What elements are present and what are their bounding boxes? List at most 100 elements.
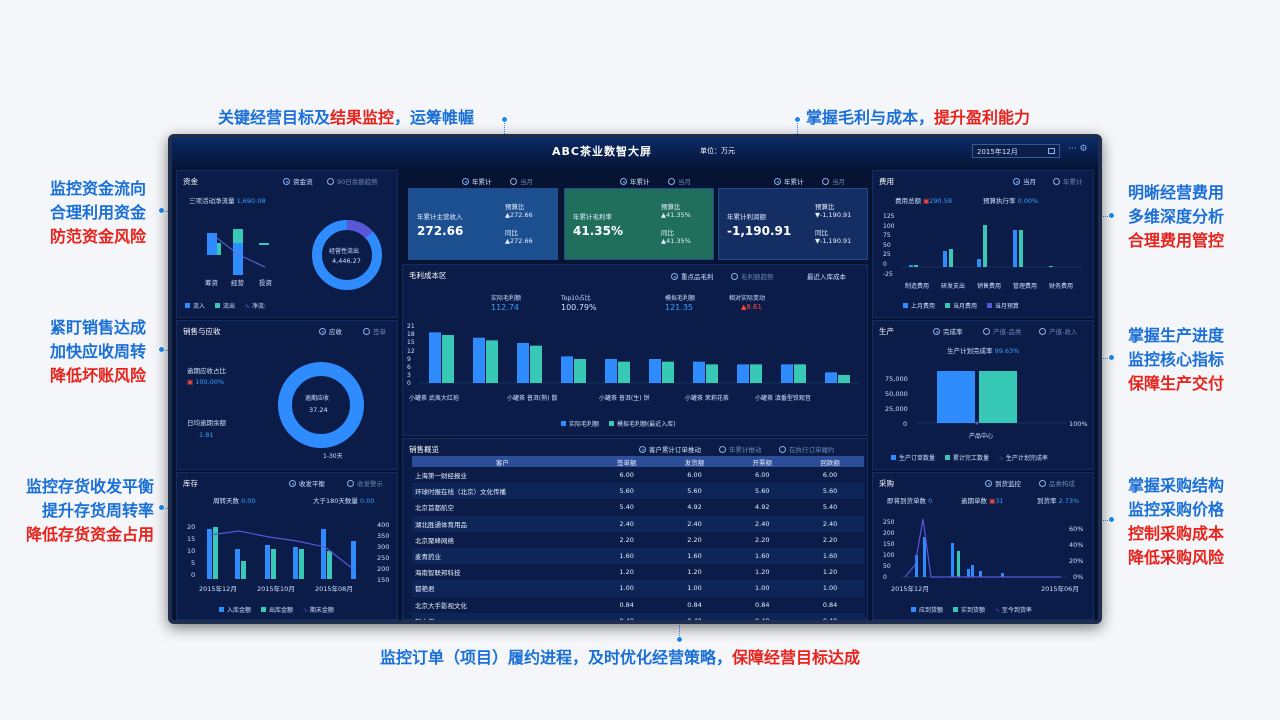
tab-kpi3-month[interactable]: 当月 [822, 176, 845, 186]
col-shipped[interactable]: 发货额 [660, 456, 729, 467]
expense-panel: 费用 当月 年累计 费用总额 ▣290.58 预算执行率 0.00% 125 10… [872, 170, 1094, 318]
tab-funds-trend[interactable]: 90日余额趋势 [327, 176, 378, 186]
table-row[interactable]: 湖北胜通体育用品 2.40 2.40 2.40 2.40 [412, 515, 864, 532]
tab-exp-ytd[interactable]: 年累计 [1053, 176, 1083, 186]
kpi-margin-card[interactable]: 年累计毛利率 41.35% 预算比 ▲41.35% 同比 ▲41.35% [564, 188, 714, 260]
table-row[interactable]: 麦青药业 1.60 1.60 1.60 1.60 [412, 547, 864, 565]
margin-bar[interactable] [662, 361, 674, 383]
overdue-ring [278, 362, 364, 448]
margin-bar[interactable] [781, 364, 793, 383]
tab-balance[interactable]: 收发平衡 [289, 478, 325, 488]
margin-bar[interactable] [561, 356, 573, 383]
ytick-label: 0 [407, 380, 411, 388]
tab-kpi3-ytd[interactable]: 年累计 [774, 176, 804, 186]
annotation-right-production: 掌握生产进度 监控核心指标 保障生产交付 [1128, 326, 1225, 393]
margin-bar[interactable] [750, 364, 762, 383]
margin-bar[interactable] [473, 337, 485, 383]
kpi-label: 年累计毛利率 [573, 213, 612, 221]
tab-arrival[interactable]: 到货监控 [985, 478, 1021, 488]
overdue-orders: 逾期单数 ▣31 [961, 497, 1004, 505]
table-row[interactable]: 上海第一财经报业 6.00 6.00 6.00 6.00 [412, 467, 864, 483]
table-row[interactable]: 刘中海 0.40 0.40 0.40 0.40 [412, 612, 864, 620]
tab-kpi2-month[interactable]: 当月 [668, 176, 691, 186]
tab-key-margin[interactable]: 重点品毛利 [671, 271, 714, 281]
margin-bar[interactable] [737, 364, 749, 383]
margin-bar[interactable] [530, 345, 542, 383]
tab-margin-trend[interactable]: 毛利额趋势 [731, 271, 774, 281]
daily-overdue-value: 1.81 [199, 431, 214, 439]
tab-category-mix[interactable]: 品类构成 [1039, 478, 1075, 488]
table-cell: 刘中海 [412, 612, 593, 620]
margin-bar[interactable] [429, 332, 441, 383]
table-cell: 1.20 [687, 568, 702, 577]
tab-ytd-push[interactable]: 年累计推动 [719, 444, 762, 454]
table-cell: 5.60 [592, 483, 661, 500]
table-cell: 2.20 [619, 535, 634, 544]
date-picker[interactable]: 2015年12月 [972, 144, 1060, 158]
margin-bar[interactable] [574, 359, 586, 383]
tab-receivable[interactable]: 应收 [319, 326, 342, 336]
funds-title: 资金 [183, 177, 198, 186]
kpi-revenue-card[interactable]: 年累计主营收入 272.66 预算比 ▲272.66 同比 ▲272.66 [408, 188, 558, 260]
pur-xlabel: 2015年06月 [1041, 585, 1079, 593]
ytick-label: 6 [407, 364, 411, 371]
margin-bar[interactable] [486, 340, 498, 383]
ytick-label: 12 [407, 347, 415, 355]
gear-icon[interactable]: ⚙ [1079, 144, 1088, 154]
unit-label: 单位：万元 [700, 147, 735, 155]
tab-completion[interactable]: 完成率 [933, 326, 963, 336]
kpi-yoy-label: 同比 [505, 229, 518, 237]
tab-value-category[interactable]: 产值-品类 [983, 326, 1021, 336]
overdue-ratio-value: ▣ 100.00% [187, 378, 225, 386]
table-row[interactable]: 环球时报在线（北京）文化传播 5.60 5.60 5.60 5.60 [412, 483, 864, 500]
table-cell: 5.40 [619, 503, 634, 512]
margin-bar[interactable] [706, 364, 718, 383]
margin-bar[interactable] [693, 361, 705, 383]
tab-funds-flow[interactable]: 资金流 [283, 176, 313, 186]
tab-warning[interactable]: 收发警示 [347, 478, 383, 488]
kpi-profit-card[interactable]: 年累计利润额 -1,190.91 预算比 ▼-1,190.91 同比 ▼-1,1… [718, 188, 868, 260]
col-signed[interactable]: 签单额 [592, 456, 661, 467]
col-customer[interactable]: 客户 [412, 456, 593, 467]
prod-ytick: 0 [903, 420, 908, 428]
tab-exp-month[interactable]: 当月 [1013, 176, 1036, 186]
margin-bar[interactable] [649, 359, 661, 383]
tab-order-fulfil[interactable]: 在执行订单履约 [779, 444, 835, 454]
tab-latest-cost[interactable]: 最近入库成本 [807, 273, 846, 281]
tab-contract[interactable]: 签单 [363, 326, 386, 336]
expense-title: 费用 [879, 177, 894, 186]
table-row[interactable]: 北京首都航空 5.40 4.92 4.92 5.40 [412, 499, 864, 515]
margin-bar[interactable] [794, 364, 806, 383]
table-row[interactable]: 北京聚峰网络 2.20 2.20 2.20 2.20 [412, 532, 864, 548]
table-cell: 北京聚峰网络 [415, 536, 454, 545]
margin-bar[interactable] [825, 372, 837, 383]
more-icon[interactable]: ··· [1068, 144, 1077, 154]
col-collected[interactable]: 回款额 [796, 456, 864, 467]
ytick-label: 9 [407, 355, 411, 363]
margin-bar[interactable] [605, 359, 617, 383]
table-cell: 2.40 [728, 515, 797, 532]
tab-kpi2-ytd[interactable]: 年累计 [620, 176, 650, 186]
ytick-label: 100 [883, 222, 895, 230]
margin-bar[interactable] [442, 335, 454, 383]
expense-chart [901, 225, 1081, 268]
table-cell: 1.60 [728, 547, 797, 565]
inventory-panel: 库存 收发平衡 收发警示 周转天数 0.00 大于180天数量 0.00 20 … [176, 472, 398, 620]
ring-value: 37.24 [309, 406, 328, 414]
ytick-label: 75 [883, 232, 891, 240]
overdue-ratio-label: 逾期应收占比 [187, 367, 226, 375]
col-invoiced[interactable]: 开票额 [728, 456, 797, 467]
tab-kpi1-ytd[interactable]: 年累计 [462, 176, 492, 186]
tab-customer-orders[interactable]: 客户累计订单推动 [639, 444, 701, 454]
table-cell: 1.00 [660, 580, 729, 597]
table-row[interactable]: 海南智联邦科技 1.20 1.20 1.20 1.20 [412, 564, 864, 580]
kpi-yoy-label: 同比 [661, 229, 674, 237]
tab-value-income[interactable]: 产值-收入 [1039, 326, 1077, 336]
table-row[interactable]: 都艳君 1.00 1.00 1.00 1.00 [412, 580, 864, 597]
tab-kpi1-month[interactable]: 当月 [510, 176, 533, 186]
sales-table: 客户 签单额 发货额 开票额 回款额 上海第一财经报业 6.00 6.00 6.00 6… [412, 456, 864, 620]
margin-bar[interactable] [838, 375, 850, 383]
margin-bar[interactable] [517, 343, 529, 383]
table-row[interactable]: 北京大手影视文化 0.84 0.84 0.84 0.84 [412, 597, 864, 613]
margin-bar[interactable] [618, 361, 630, 383]
